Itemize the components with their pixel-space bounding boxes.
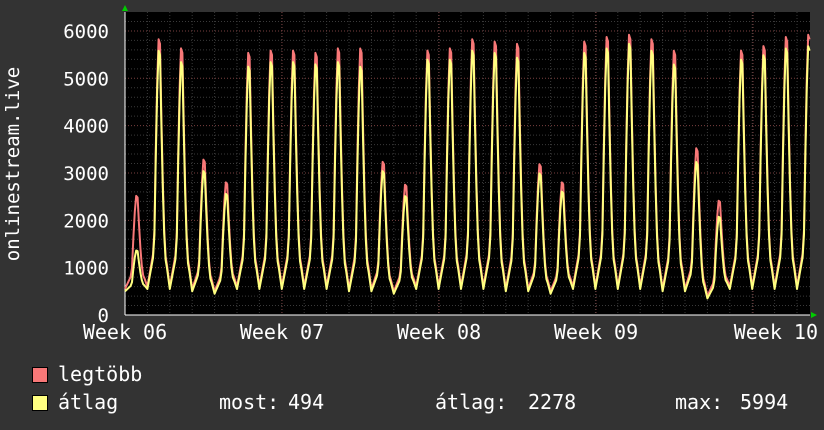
y-tick-label: 0 bbox=[98, 305, 109, 327]
x-axis-arrow-icon bbox=[811, 312, 817, 318]
x-tick-label: Week 08 bbox=[397, 320, 481, 340]
x-tick-label: Week 09 bbox=[554, 320, 638, 340]
x-tick-label: Week 10 bbox=[734, 320, 818, 340]
stat-now-label: most: bbox=[219, 390, 280, 414]
y-axis-title: onlinestream.live bbox=[2, 67, 24, 261]
legend-avg-label: átlag bbox=[58, 390, 119, 414]
stat-now-value: 494 bbox=[288, 390, 325, 414]
x-tick-label: Week 07 bbox=[240, 320, 324, 340]
y-tick-label: 5000 bbox=[63, 68, 109, 90]
stat-max-value: 5994 bbox=[740, 390, 789, 414]
legend-max-label: legtöbb bbox=[58, 362, 143, 386]
stat-max-label: max: bbox=[675, 390, 724, 414]
y-tick-label: 2000 bbox=[63, 210, 109, 232]
y-tick-label: 6000 bbox=[63, 21, 109, 43]
y-tick-label: 4000 bbox=[63, 116, 109, 138]
y-axis-ticks: 0 1000 2000 3000 4000 5000 6000 bbox=[63, 21, 109, 327]
traffic-chart: 0 1000 2000 3000 4000 5000 6000 Week 06 Week 07… bbox=[2, 5, 818, 340]
y-tick-label: 1000 bbox=[63, 258, 109, 280]
series-avg-line bbox=[124, 42, 811, 300]
stat-avg-label: átlag: bbox=[435, 390, 508, 414]
legend-max-swatch bbox=[32, 367, 48, 383]
x-tick-label: Week 06 bbox=[83, 320, 167, 340]
y-axis-arrow-icon bbox=[122, 5, 128, 11]
series-avg bbox=[124, 42, 811, 300]
legend-avg-swatch bbox=[32, 395, 48, 411]
x-axis-ticks: Week 06 Week 07 Week 08 Week 09 Week 10 bbox=[83, 320, 818, 340]
y-tick-label: 3000 bbox=[63, 163, 109, 185]
stat-avg-value: 2278 bbox=[528, 390, 577, 414]
